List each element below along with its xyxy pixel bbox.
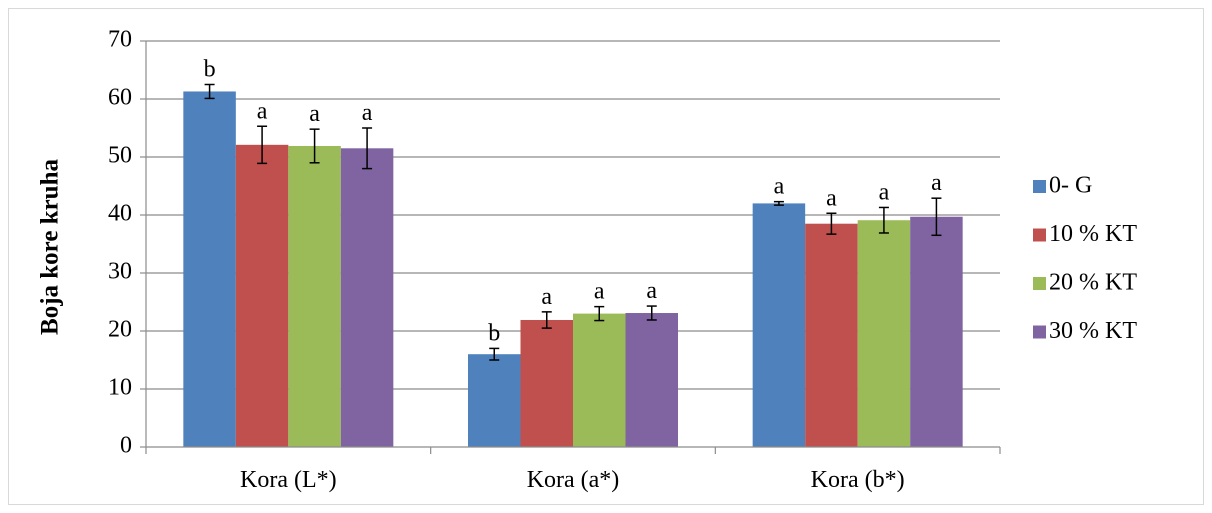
y-tick-label: 50 — [108, 143, 132, 169]
legend-swatch — [1033, 325, 1046, 339]
bar — [520, 319, 573, 447]
bar — [910, 216, 963, 447]
bar — [573, 313, 626, 447]
legend: 0- G 10 % KT 20 % KT 30 % KT — [1033, 173, 1137, 344]
bar — [752, 203, 806, 447]
y-tick-label: 60 — [108, 85, 132, 111]
error-bars — [204, 83, 942, 361]
y-tick-label: 70 — [108, 27, 132, 53]
significance-label: b — [488, 320, 500, 346]
legend-label: 10 % KT — [1049, 221, 1137, 247]
significance-label: a — [774, 174, 785, 200]
bar — [340, 148, 394, 448]
bar — [235, 144, 289, 447]
bar — [468, 354, 521, 447]
significance-labels: b a a a b a a a a a a a — [204, 57, 943, 347]
x-category-label: Kora (a*) — [527, 467, 620, 493]
bar — [625, 313, 678, 447]
x-category-label: Kora (b*) — [811, 467, 905, 493]
bar — [857, 220, 911, 447]
bars — [183, 91, 963, 448]
x-category-label: Kora (L*) — [240, 467, 337, 493]
legend-swatch — [1033, 180, 1046, 193]
significance-label: a — [931, 170, 942, 196]
legend-swatch — [1033, 277, 1046, 290]
significance-label: a — [594, 279, 605, 305]
significance-label: a — [309, 101, 320, 127]
legend-swatch — [1033, 228, 1046, 242]
y-axis-title: Boja kore kruha — [37, 159, 64, 335]
significance-label: a — [257, 98, 268, 124]
y-tick-label: 20 — [108, 317, 132, 343]
significance-label: a — [646, 278, 657, 304]
significance-label: b — [204, 57, 216, 83]
y-tick-label: 0 — [120, 433, 132, 459]
axes: 0 10 20 30 40 50 60 70 Kora (L*) Kora (a*) Kora (b… — [108, 27, 1001, 493]
significance-label: a — [362, 100, 373, 126]
y-tick-label: 40 — [108, 201, 132, 227]
bar — [183, 91, 236, 448]
legend-label: 30 % KT — [1049, 318, 1137, 344]
significance-label: a — [879, 179, 890, 205]
significance-label: a — [826, 185, 837, 211]
y-tick-label: 10 — [108, 375, 132, 401]
bar — [288, 145, 341, 448]
y-tick-label: 30 — [108, 259, 132, 285]
significance-label: a — [541, 284, 552, 310]
legend-label: 0- G — [1049, 173, 1092, 199]
bar — [805, 223, 858, 447]
legend-label: 20 % KT — [1049, 270, 1137, 296]
